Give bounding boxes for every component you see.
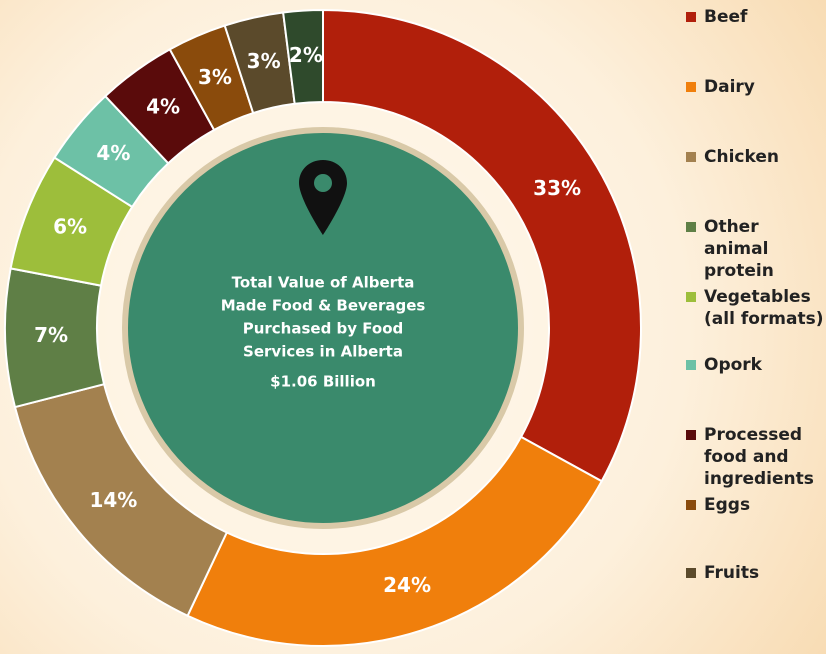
pin-icon xyxy=(299,160,347,235)
legend-label: Opork xyxy=(704,355,762,375)
legend-label: Vegetables (all formats) xyxy=(704,287,824,329)
center-value: $1.06 Billion xyxy=(270,373,376,391)
center-circle xyxy=(122,127,524,529)
value-label: 33% xyxy=(533,176,581,200)
legend-item: Other animal protein xyxy=(686,216,826,282)
value-label: 4% xyxy=(96,141,130,165)
legend-swatch xyxy=(686,360,696,370)
legend-item: Vegetables (all formats) xyxy=(686,286,826,330)
center-label-line: Made Food & Beverages xyxy=(221,297,426,315)
slice xyxy=(186,435,604,647)
legend-label: Fruits xyxy=(704,563,760,583)
value-label: 2% xyxy=(289,43,323,67)
legend-label: Eggs xyxy=(704,495,751,515)
legend-swatch xyxy=(686,222,696,232)
value-label: 6% xyxy=(53,214,87,238)
legend-label: Other animal protein xyxy=(704,217,774,281)
value-label: 14% xyxy=(89,488,137,512)
legend-item: Fruits xyxy=(686,562,826,584)
legend-swatch xyxy=(686,12,696,22)
value-label: 3% xyxy=(198,65,232,89)
legend-item: Dairy xyxy=(686,76,826,98)
slices: 33% 24% 14% 7% 6% 4% 4% 3% 3% 2% xyxy=(4,8,642,647)
legend-swatch xyxy=(686,568,696,578)
legend-label: Dairy xyxy=(704,77,755,97)
legend-label: Processed food and ingredients xyxy=(704,425,814,489)
value-label: 7% xyxy=(34,323,68,347)
center-label-line: Services in Alberta xyxy=(243,343,403,361)
slice xyxy=(322,8,642,483)
legend-item: Beef xyxy=(686,6,826,28)
value-label: 3% xyxy=(247,49,281,73)
value-label: 4% xyxy=(146,94,180,118)
slice xyxy=(282,8,324,105)
center-text: Total Value of Alberta Made Food & Bevera… xyxy=(221,274,426,391)
legend-label: Chicken xyxy=(704,147,779,167)
center-label-line: Purchased by Food xyxy=(243,320,404,338)
legend-item: Eggs xyxy=(686,494,826,516)
legend-swatch xyxy=(686,152,696,162)
legend-swatch xyxy=(686,430,696,440)
legend-item: Chicken xyxy=(686,146,826,168)
legend-item: Opork xyxy=(686,354,826,376)
legend-swatch xyxy=(686,500,696,510)
value-label: 24% xyxy=(383,573,431,597)
legend-swatch xyxy=(686,82,696,92)
center-label-line: Total Value of Alberta xyxy=(232,274,415,292)
legend-item: Processed food and ingredients xyxy=(686,424,826,490)
legend-label: Beef xyxy=(704,7,748,27)
legend-swatch xyxy=(686,292,696,302)
